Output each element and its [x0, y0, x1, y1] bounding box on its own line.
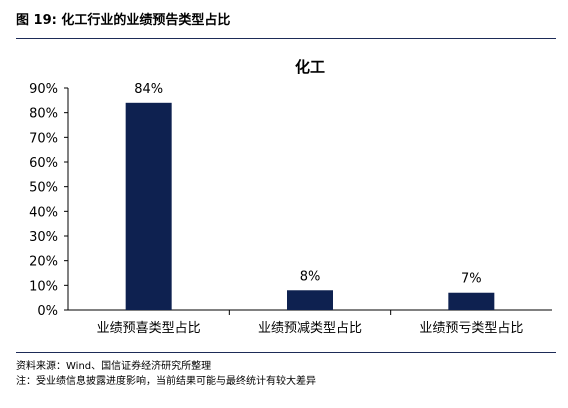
category-label: 业绩预亏类型占比: [419, 321, 523, 336]
bar: [287, 290, 333, 310]
y-tick-label: 60%: [29, 156, 58, 171]
y-tick-label: 40%: [29, 205, 58, 220]
y-tick-label: 20%: [29, 255, 58, 270]
y-tick-label: 90%: [29, 82, 58, 97]
figure-footer: 资料来源：Wind、国信证券经济研究所整理 注：受业绩信息披露进度影响，当前结果…: [16, 352, 556, 389]
disclaimer-note: 注：受业绩信息披露进度影响，当前结果可能与最终统计有较大差异: [16, 376, 316, 387]
chart-title: 化工: [295, 58, 325, 76]
category-label: 业绩预减类型占比: [258, 321, 362, 336]
bar: [448, 292, 495, 310]
chart-area: 化工 0% 10% 20% 30% 40% 50% 60% 70% 80% 90% 84% 业绩预喜类型…: [0, 40, 568, 350]
data-label: 7%: [461, 272, 482, 287]
source-note: 资料来源：Wind、国信证券经济研究所整理: [16, 361, 212, 372]
y-tick-label: 50%: [29, 181, 58, 196]
y-tick-label: 80%: [29, 107, 58, 122]
y-tick-label: 0%: [37, 304, 58, 319]
data-label: 8%: [300, 269, 321, 284]
y-tick-label: 10%: [29, 279, 58, 294]
category-label: 业绩预喜类型占比: [97, 321, 201, 336]
figure-header: 图 19: 化工行业的业绩预告类型占比: [16, 12, 556, 39]
figure-title: 图 19: 化工行业的业绩预告类型占比: [16, 13, 231, 28]
data-label: 84%: [134, 82, 163, 97]
bar: [125, 102, 172, 310]
bar-chart: 化工 0% 10% 20% 30% 40% 50% 60% 70% 80% 90% 84% 业绩预喜类型…: [29, 58, 552, 336]
y-tick-label: 30%: [29, 230, 58, 245]
y-tick-label: 70%: [29, 131, 58, 146]
